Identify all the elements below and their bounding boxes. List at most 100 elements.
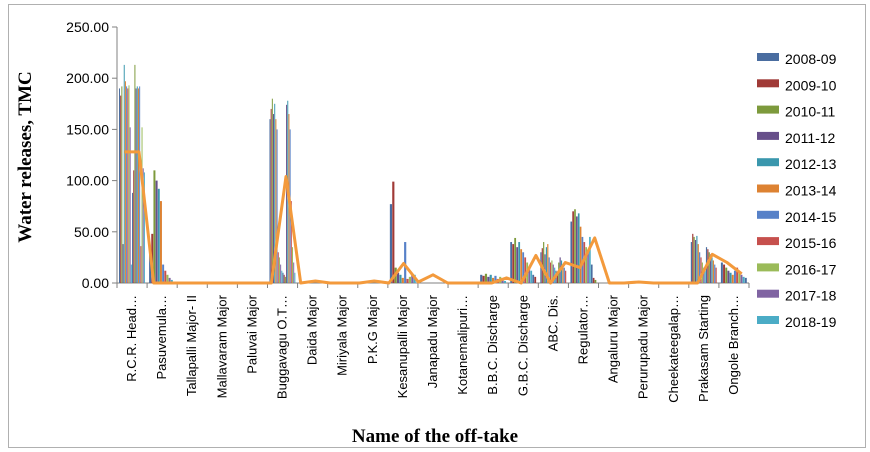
x-tick-label: P.K.G Major (365, 294, 380, 364)
bar (492, 277, 495, 283)
bar (121, 86, 123, 283)
bar (560, 260, 563, 283)
bar (134, 64, 136, 283)
x-tick-label: B.B.C. Discharge (485, 295, 500, 395)
bar (122, 244, 124, 283)
bar (520, 249, 523, 283)
bar (164, 270, 167, 283)
bar (742, 276, 745, 283)
bar (710, 254, 712, 283)
x-tick-label: R.C.R. Head… (124, 295, 139, 382)
x-tick-label: Pasuvemula… (154, 295, 169, 380)
bar (700, 257, 702, 283)
legend-swatch (757, 79, 779, 88)
legend-swatch (757, 131, 779, 140)
bar (127, 88, 129, 283)
bar (126, 86, 128, 283)
bar (711, 257, 713, 283)
legend-label: 2018-19 (785, 314, 837, 330)
legend: 2008-09 2009-10 2010-11 2011-12 2012-13 2013-… (757, 51, 837, 330)
x-tick-label: Paluvai Major (244, 294, 259, 373)
x-tick-label: Regulator… (576, 295, 591, 364)
bar (389, 204, 393, 283)
x-tick-label: Ongole Branch… (726, 295, 741, 395)
bar (484, 273, 488, 283)
x-tick-label: Daida Major (305, 294, 320, 365)
bar (552, 264, 554, 283)
bar (128, 85, 130, 283)
bar (157, 188, 160, 283)
bar (404, 242, 407, 283)
y-tick-label: 0.00 (82, 275, 109, 291)
bar (135, 88, 137, 283)
bar (166, 274, 169, 283)
bar (592, 277, 595, 283)
bar (143, 172, 145, 283)
bar (132, 192, 134, 283)
bar (137, 88, 139, 283)
bar (565, 270, 567, 283)
legend-label: 2013-14 (785, 183, 837, 199)
legend-label: 2011-12 (785, 130, 836, 146)
bar (727, 270, 730, 283)
bar (731, 274, 734, 283)
bar (482, 275, 485, 283)
y-tick-label: 250.00 (66, 19, 109, 35)
bar (714, 264, 716, 283)
bar (551, 260, 553, 283)
bar (294, 272, 296, 283)
legend-label: 2016-17 (785, 261, 837, 277)
bar (708, 252, 710, 283)
bar (562, 264, 564, 283)
legend-swatch (757, 53, 779, 61)
bar (518, 242, 521, 283)
chart-frame: 0.00 50.00 100.00 150.00 200.00 250.00 R.C.R.… (8, 4, 866, 448)
bar (744, 277, 747, 283)
bar (136, 86, 138, 283)
bar (522, 252, 525, 283)
bar (277, 252, 279, 283)
bar (284, 276, 286, 283)
average-line-path (124, 150, 743, 285)
bar (503, 280, 507, 283)
bar (577, 213, 580, 283)
bar (692, 233, 694, 283)
bar (534, 276, 537, 283)
bar (543, 242, 545, 283)
x-tick-label: Kesanupalli Major (395, 294, 410, 398)
bar (149, 252, 152, 283)
bar (594, 279, 597, 283)
x-tick-label: G.B.C. Discharge (515, 295, 530, 396)
bar (570, 221, 573, 283)
bar (153, 170, 156, 283)
bar (510, 242, 513, 283)
bar (123, 64, 125, 283)
y-tick-labels: 0.00 50.00 100.00 150.00 200.00 250.00 (66, 19, 109, 291)
bar (583, 242, 586, 283)
bar (273, 114, 275, 283)
bar (168, 277, 171, 283)
bar (524, 257, 527, 283)
legend-label: 2014-15 (785, 209, 837, 225)
bar (576, 216, 578, 283)
bar (516, 247, 519, 283)
y-tick-label: 150.00 (66, 121, 109, 137)
bar (270, 108, 272, 283)
bar (690, 242, 692, 283)
y-axis-title: Water releases, TMC (15, 71, 36, 243)
bar (280, 264, 282, 283)
bar (155, 180, 158, 283)
bar (159, 201, 162, 283)
bar (140, 246, 142, 283)
bar (271, 98, 273, 284)
bar (572, 211, 574, 283)
legend-swatch (757, 105, 779, 114)
bar (139, 86, 141, 283)
bar (283, 274, 285, 283)
bar (120, 95, 122, 283)
legend-label: 2010-11 (785, 104, 836, 120)
bar (693, 236, 695, 283)
bar (697, 244, 699, 283)
bar (589, 236, 591, 283)
bar (528, 267, 531, 283)
